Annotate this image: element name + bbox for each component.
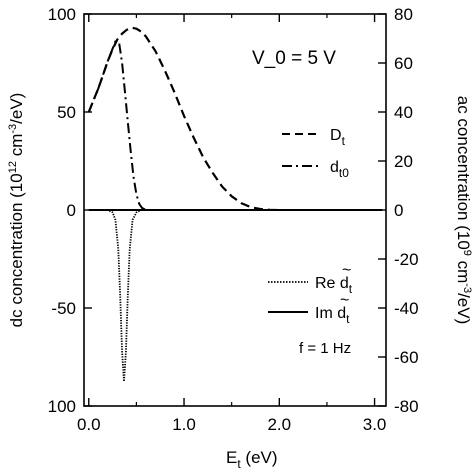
series-layer bbox=[87, 26, 383, 383]
y-right-tick-label: 80 bbox=[394, 5, 413, 24]
plot-frame bbox=[83, 13, 387, 407]
legend-im-label: Im dt bbox=[315, 305, 350, 326]
tick-labels-layer: 0.0 1.0 2.0 3.0 100 50 0 -50 100 80 60 40 20 0 -20 -40 -… bbox=[48, 5, 419, 434]
series-line-Dt bbox=[87, 26, 280, 212]
x-tick-label: 0.0 bbox=[77, 415, 101, 434]
legend-dt0-label: dt0 bbox=[330, 159, 349, 180]
voltage-annotation: V_0 = 5 V bbox=[252, 48, 336, 69]
frequency-label: f = 1 Hz bbox=[299, 340, 351, 357]
y-right-axis-title: ac concentration (109 cm-3/eV) bbox=[454, 96, 473, 325]
legend-im-tilde: ~ bbox=[340, 292, 349, 309]
legend-dc: Dt dt0 bbox=[282, 127, 349, 180]
y-right-tick-label: 0 bbox=[394, 201, 403, 220]
y-right-tick-label: 60 bbox=[394, 54, 413, 73]
y-left-tick-label: 100 bbox=[48, 5, 76, 24]
x-axis-title: Et (eV) bbox=[226, 448, 278, 471]
legend-re-label: Re dt bbox=[315, 275, 353, 296]
y-left-tick-label: -50 bbox=[51, 299, 76, 318]
legend-dt-label: Dt bbox=[330, 127, 346, 148]
series-line-dt0 bbox=[87, 40, 147, 211]
y-right-tick-label: 40 bbox=[394, 103, 413, 122]
y-left-tick-label: 50 bbox=[57, 103, 76, 122]
y-right-tick-label: -80 bbox=[394, 397, 419, 416]
y-right-tick-label: -20 bbox=[394, 250, 419, 269]
y-left-tick-label: 100 bbox=[48, 397, 76, 416]
legend-ac: Re dt ~ Im dt ~ bbox=[268, 262, 353, 326]
x-tick-label: 1.0 bbox=[172, 415, 196, 434]
y-left-axis-title: dc concentration (1012 cm-3/eV) bbox=[7, 93, 26, 328]
x-tick-label: 3.0 bbox=[363, 415, 387, 434]
y-right-tick-label: -60 bbox=[394, 348, 419, 367]
y-left-tick-label: 0 bbox=[67, 201, 76, 220]
legend-re-tilde: ~ bbox=[342, 262, 351, 279]
series-line-Re_dt bbox=[88, 209, 383, 383]
x-tick-label: 2.0 bbox=[267, 415, 291, 434]
y-right-tick-label: 20 bbox=[394, 152, 413, 171]
y-right-tick-label: -40 bbox=[394, 299, 419, 318]
